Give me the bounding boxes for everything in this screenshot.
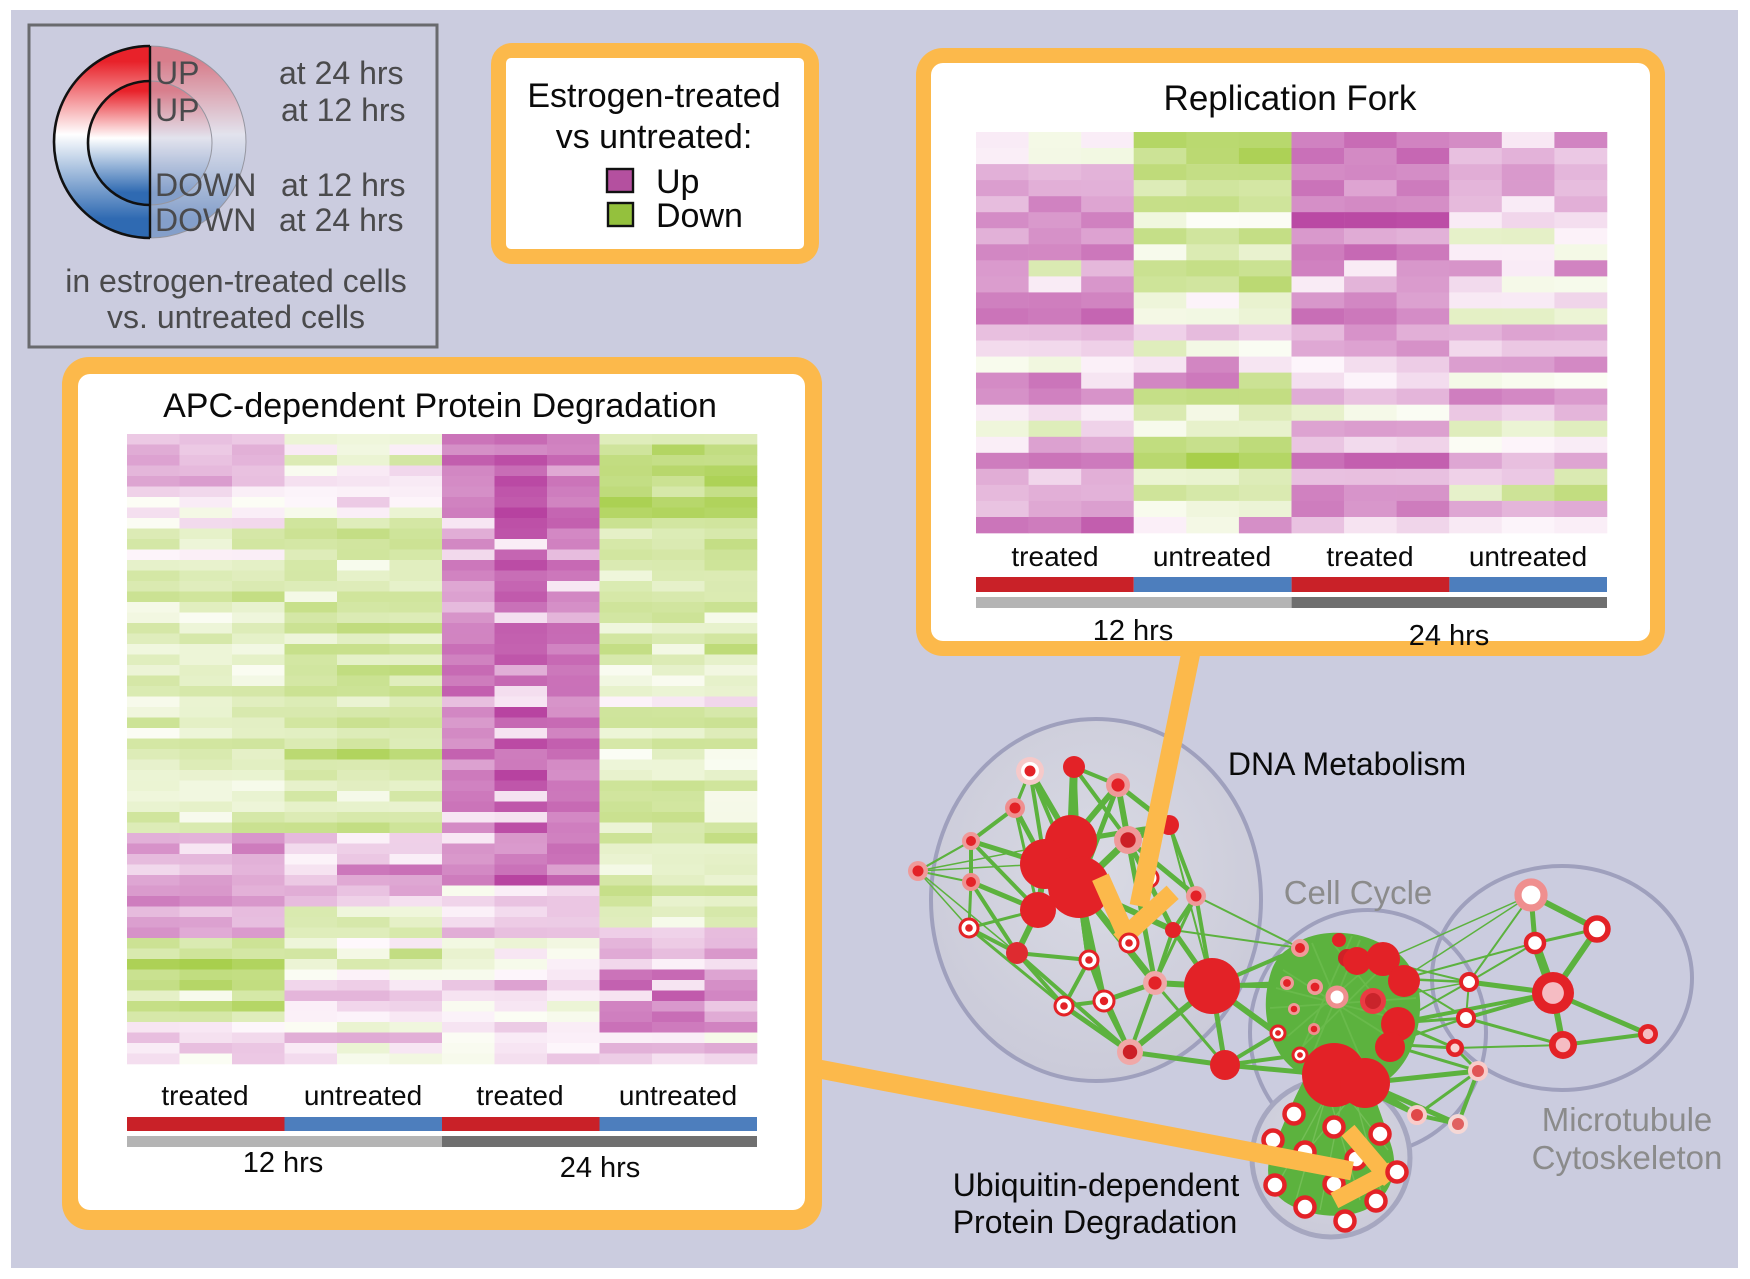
svg-text:treated: treated	[1011, 541, 1098, 572]
svg-text:treated: treated	[161, 1080, 248, 1111]
svg-text:UP: UP	[155, 55, 199, 91]
svg-text:Ubiquitin-dependent: Ubiquitin-dependent	[953, 1167, 1240, 1203]
svg-text:at 24 hrs: at 24 hrs	[279, 202, 404, 238]
svg-text:12 hrs: 12 hrs	[1093, 615, 1174, 647]
svg-text:in estrogen-treated cells: in estrogen-treated cells	[65, 263, 407, 299]
svg-text:vs. untreated cells: vs. untreated cells	[107, 299, 365, 335]
svg-text:DNA Metabolism: DNA Metabolism	[1228, 746, 1466, 782]
svg-text:Down: Down	[656, 197, 743, 235]
svg-text:treated: treated	[1326, 541, 1413, 572]
svg-text:Up: Up	[656, 163, 699, 201]
svg-text:Protein Degradation: Protein Degradation	[953, 1204, 1238, 1240]
svg-text:Microtubule: Microtubule	[1542, 1101, 1713, 1138]
svg-text:APC-dependent Protein Degradat: APC-dependent Protein Degradation	[163, 387, 717, 425]
svg-text:24 hrs: 24 hrs	[560, 1152, 641, 1184]
svg-text:untreated: untreated	[619, 1080, 737, 1111]
svg-text:vs untreated:: vs untreated:	[556, 118, 753, 156]
svg-text:DOWN: DOWN	[155, 167, 256, 203]
svg-text:DOWN: DOWN	[155, 202, 256, 238]
svg-text:Cytoskeleton: Cytoskeleton	[1532, 1139, 1723, 1176]
svg-text:Cell Cycle: Cell Cycle	[1284, 874, 1433, 911]
svg-text:UP: UP	[155, 92, 199, 128]
svg-text:at 12 hrs: at 12 hrs	[281, 167, 406, 203]
svg-text:untreated: untreated	[1469, 541, 1587, 572]
svg-text:at 24 hrs: at 24 hrs	[279, 55, 404, 91]
svg-text:12 hrs: 12 hrs	[243, 1147, 324, 1179]
svg-text:at 12 hrs: at 12 hrs	[281, 92, 406, 128]
svg-text:untreated: untreated	[1153, 541, 1271, 572]
svg-text:untreated: untreated	[304, 1080, 422, 1111]
svg-text:24 hrs: 24 hrs	[1409, 620, 1490, 652]
svg-text:treated: treated	[476, 1080, 563, 1111]
svg-text:Estrogen-treated: Estrogen-treated	[527, 77, 780, 115]
svg-text:Replication Fork: Replication Fork	[1164, 79, 1417, 118]
